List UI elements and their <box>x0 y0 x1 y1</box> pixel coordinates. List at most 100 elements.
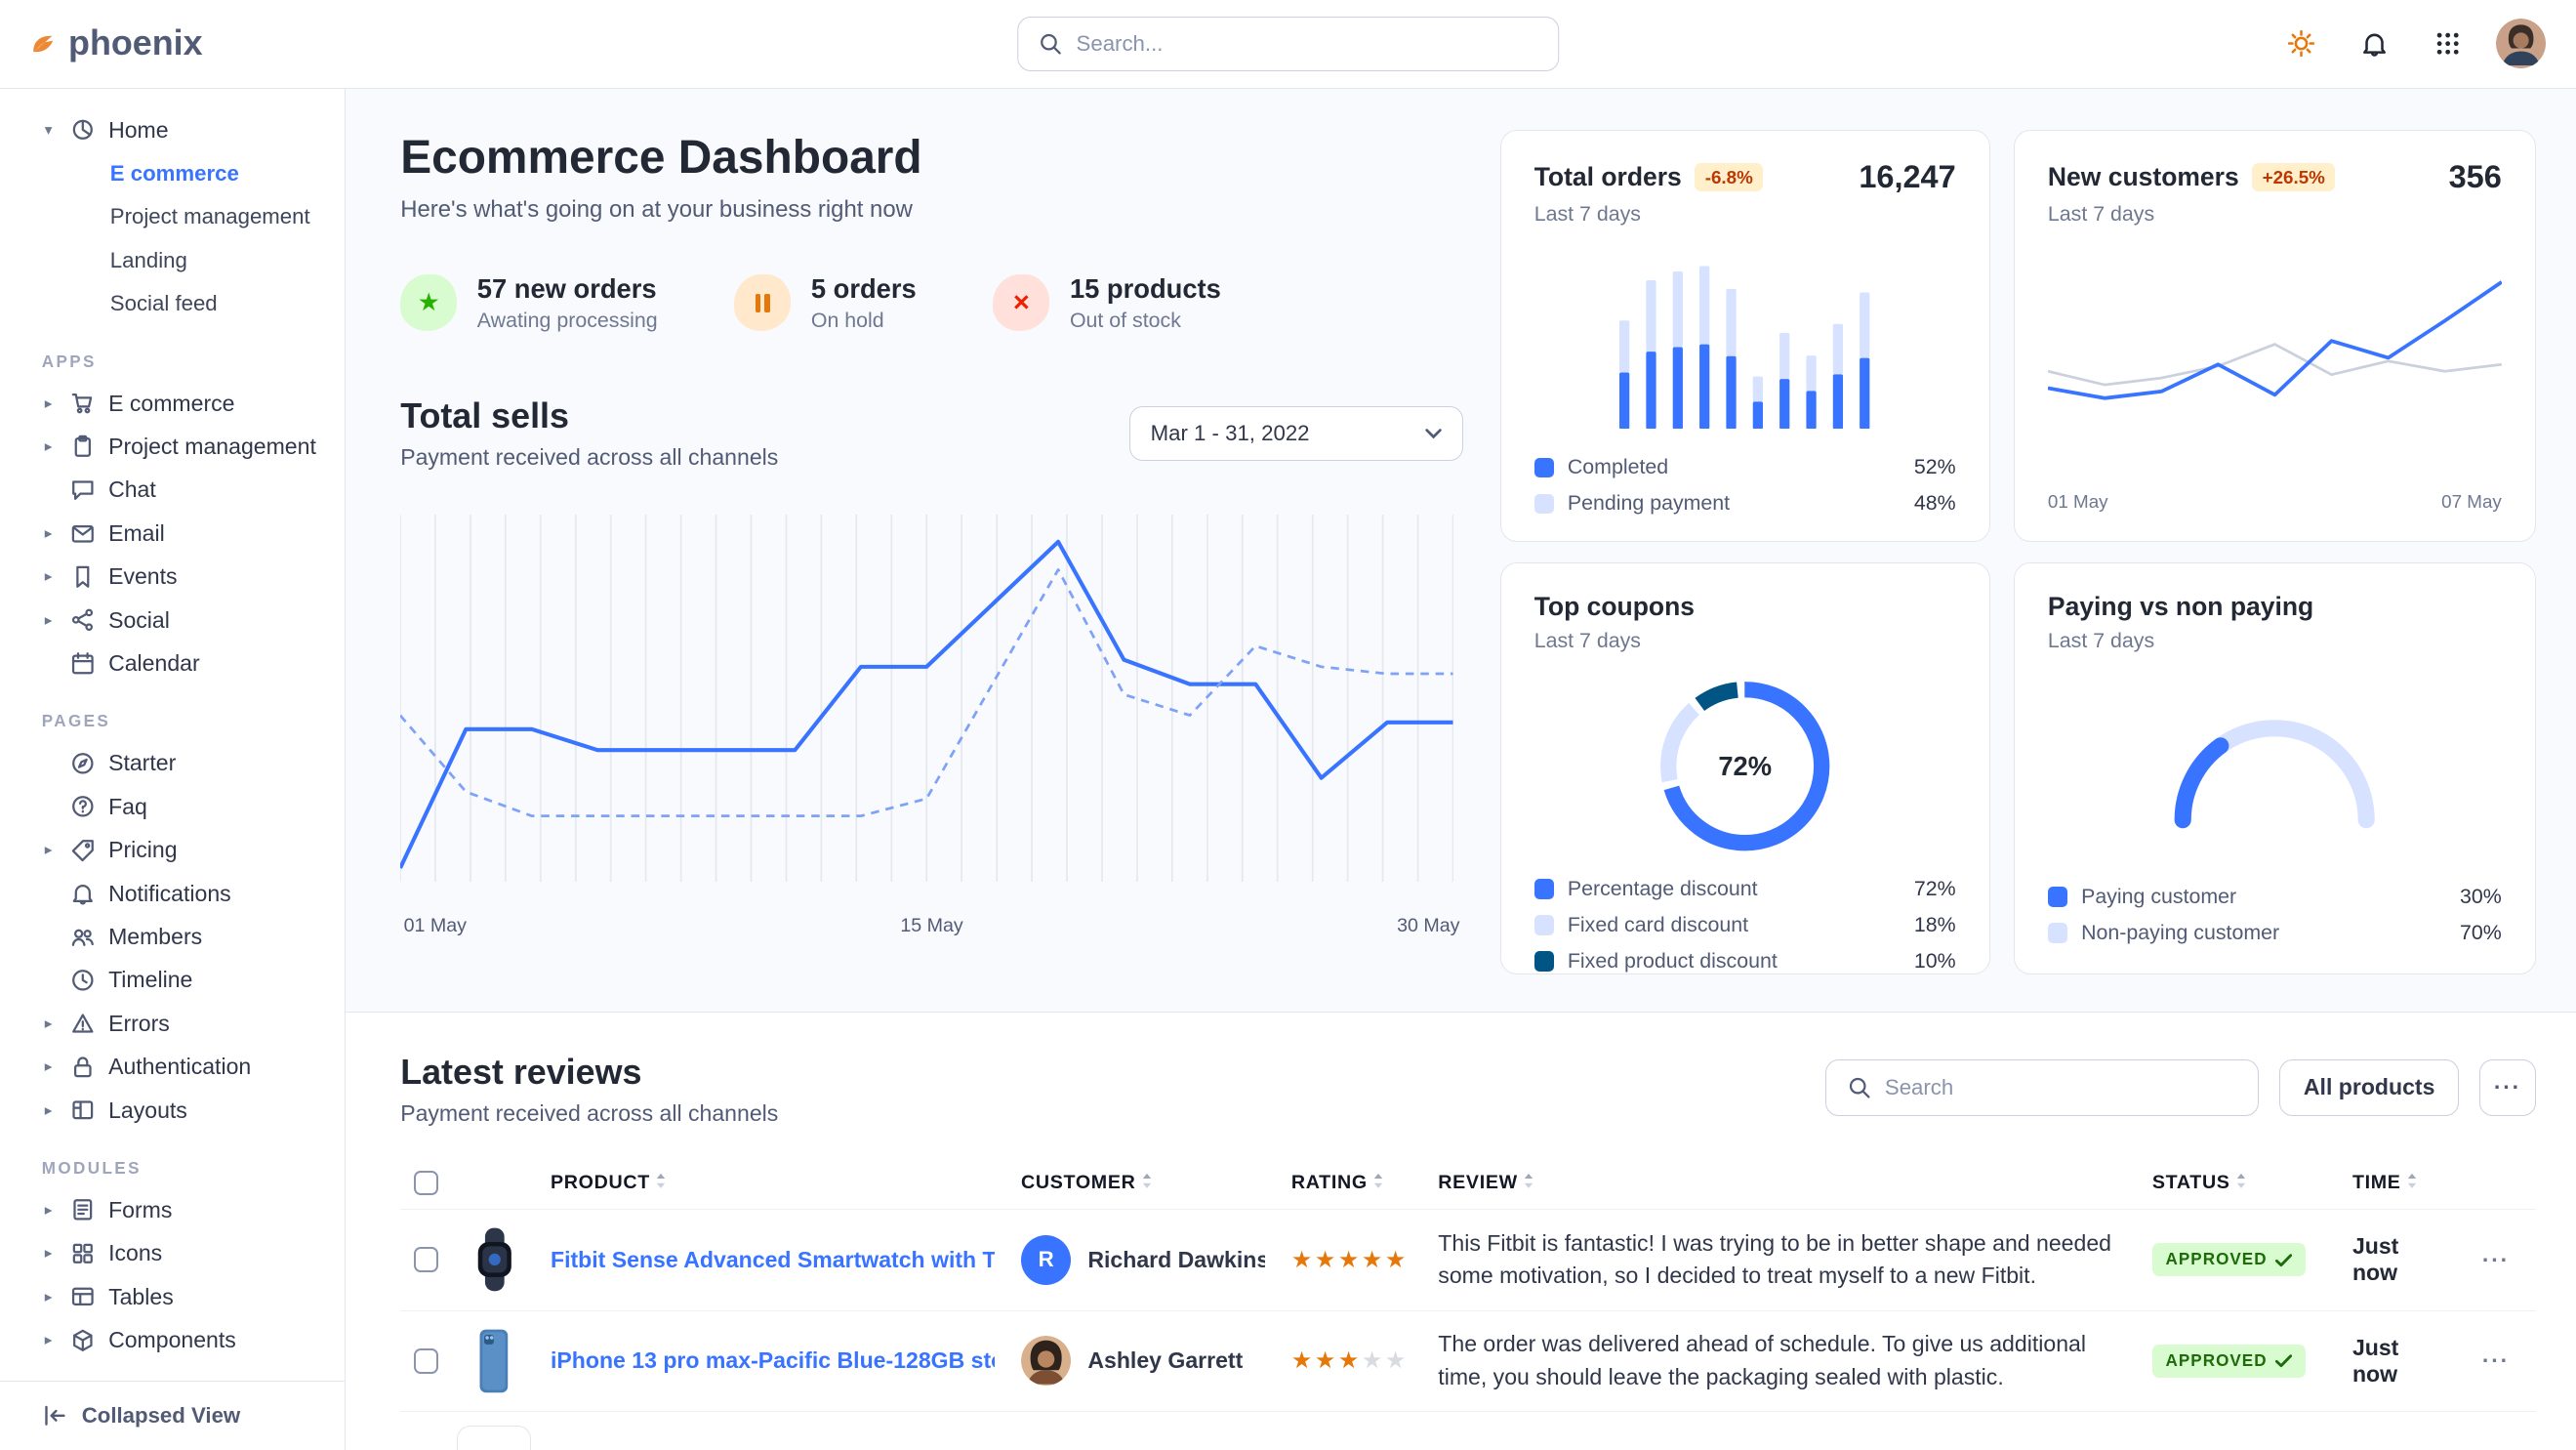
legend-value: 18% <box>1913 912 1956 936</box>
sidebar-item-email[interactable]: ▸ Email <box>0 512 345 555</box>
sidebar-item-home[interactable]: ▾ Home <box>0 108 345 151</box>
legend-item: Completed 52% <box>1533 455 1956 479</box>
sidebar-item-events[interactable]: ▸ Events <box>0 556 345 599</box>
coupons-donut-chart: 72% <box>1652 673 1838 859</box>
reviews-more-button[interactable]: ··· <box>2478 1058 2536 1116</box>
date-range-value: Mar 1 - 31, 2022 <box>1150 421 1310 446</box>
stat-new-orders: ★ 57 new orders Awating processing <box>400 273 658 332</box>
cube-icon <box>70 1328 96 1353</box>
caret-right-icon: ▸ <box>44 568 53 586</box>
column-header-product[interactable]: PRODUCT <box>537 1157 1007 1209</box>
product-link[interactable]: iPhone 13 pro max-Pacific Blue-128GB sto… <box>551 1347 995 1374</box>
sidebar-item-notifications[interactable]: Notifications <box>0 872 345 915</box>
sidebar-item-timeline[interactable]: Timeline <box>0 959 345 1002</box>
sidebar-item-pricing[interactable]: ▸ Pricing <box>0 828 345 871</box>
sidebar-item-label: Tables <box>108 1283 174 1309</box>
sidebar-item-faq[interactable]: Faq <box>0 785 345 828</box>
dashboard-section: Ecommerce Dashboard Here's what's going … <box>346 89 2576 1012</box>
sidebar-item-starter[interactable]: Starter <box>0 742 345 785</box>
sidebar-item-ecommerce-app[interactable]: ▸ E commerce <box>0 382 345 425</box>
caret-right-icon: ▸ <box>44 1288 53 1305</box>
sidebar-item-label: Social <box>108 606 170 633</box>
row-checkbox[interactable] <box>413 1348 439 1374</box>
orders-bar-chart <box>1619 254 1870 435</box>
x-icon: × <box>993 274 1050 332</box>
table-header-row: PRODUCT CUSTOMER RATING REVIEW STATUS TI… <box>400 1157 2536 1209</box>
stat-caption: On hold <box>810 308 884 332</box>
sort-icon <box>1142 1173 1151 1188</box>
sidebar-item-social-feed[interactable]: Social feed <box>0 282 345 325</box>
column-header-status[interactable]: STATUS <box>2139 1157 2339 1209</box>
sidebar-item-forms[interactable]: ▸ Forms <box>0 1188 345 1231</box>
caret-right-icon: ▸ <box>44 438 53 456</box>
sidebar-item-project-management-app[interactable]: ▸ Project management <box>0 425 345 468</box>
select-all-checkbox[interactable] <box>413 1170 439 1196</box>
sidebar-item-layouts[interactable]: ▸ Layouts <box>0 1089 345 1132</box>
column-header-review[interactable]: REVIEW <box>1425 1157 2140 1209</box>
sidebar-item-tables[interactable]: ▸ Tables <box>0 1275 345 1318</box>
x-axis-label: 01 May <box>403 914 468 936</box>
collapse-sidebar-button[interactable]: Collapsed View <box>0 1380 345 1450</box>
sort-icon <box>656 1173 666 1188</box>
sidebar-item-components[interactable]: ▸ Components <box>0 1318 345 1361</box>
sidebar-item-label: Pricing <box>108 837 178 863</box>
all-products-filter-button[interactable]: All products <box>2278 1058 2460 1116</box>
sidebar-item-label: Project management <box>109 204 310 229</box>
grid-icon <box>70 1241 96 1266</box>
sidebar-item-members[interactable]: Members <box>0 915 345 958</box>
sort-icon <box>1524 1173 1533 1188</box>
sidebar-item-label: Faq <box>108 793 147 819</box>
legend-swatch <box>1533 493 1555 515</box>
reviews-search[interactable] <box>1825 1058 2260 1116</box>
column-header-actions <box>2456 1157 2536 1209</box>
global-search[interactable] <box>1016 16 1560 71</box>
sidebar-item-errors[interactable]: ▸ Errors <box>0 1002 345 1045</box>
sidebar-item-label: Members <box>108 923 203 949</box>
column-header-time[interactable]: TIME <box>2339 1157 2456 1209</box>
user-avatar[interactable] <box>2495 19 2547 69</box>
sidebar-item-authentication[interactable]: ▸ Authentication <box>0 1046 345 1089</box>
latest-reviews-section: Latest reviews Payment received across a… <box>345 1011 2576 1450</box>
caret-right-icon: ▸ <box>44 394 53 412</box>
sidebar-item-icons[interactable]: ▸ Icons <box>0 1231 345 1274</box>
status-badge: APPROVED <box>2151 1243 2306 1277</box>
sidebar-item-label: Email <box>108 519 165 546</box>
theme-toggle-button[interactable] <box>2275 19 2325 68</box>
sidebar-item-calendar[interactable]: Calendar <box>0 642 345 684</box>
date-range-select[interactable]: Mar 1 - 31, 2022 <box>1129 405 1463 462</box>
search-input[interactable] <box>1076 30 1538 57</box>
notifications-bell-button[interactable] <box>2350 19 2399 68</box>
row-menu-button[interactable]: ··· <box>2455 1209 2536 1311</box>
sidebar-section-pages: PAGES <box>41 712 111 731</box>
customer-name: Richard Dawkins <box>1087 1246 1265 1272</box>
column-header-rating[interactable]: RATING <box>1278 1157 1424 1209</box>
apps-grid-button[interactable] <box>2423 19 2473 68</box>
sidebar-item-social[interactable]: ▸ Social <box>0 599 345 642</box>
chevron-down-icon <box>1425 429 1443 439</box>
sidebar-item-chat[interactable]: Chat <box>0 469 345 512</box>
sidebar-item-label: Forms <box>108 1196 173 1222</box>
brand-logo[interactable]: phoenix <box>30 23 203 63</box>
form-icon <box>70 1197 96 1222</box>
legend-item: Paying customer 30% <box>2047 885 2502 909</box>
legend-label: Completed <box>1567 455 1669 479</box>
row-checkbox[interactable] <box>413 1247 439 1273</box>
users-icon <box>70 925 96 950</box>
column-header-customer[interactable]: CUSTOMER <box>1007 1157 1278 1209</box>
row-menu-button[interactable]: ··· <box>2455 1309 2536 1412</box>
sidebar-item-landing[interactable]: Landing <box>0 238 345 281</box>
clock-icon <box>70 968 96 993</box>
sidebar-item-project-management[interactable]: Project management <box>0 195 345 238</box>
status-badge: APPROVED <box>2151 1344 2306 1378</box>
sidebar-item-label: Calendar <box>108 650 200 677</box>
reviews-search-input[interactable] <box>1884 1074 2238 1100</box>
chat-icon <box>70 477 96 503</box>
sidebar-item-label: Errors <box>108 1010 170 1036</box>
sidebar-item-ecommerce[interactable]: E commerce <box>0 152 345 195</box>
envelope-icon <box>70 521 96 547</box>
caret-right-icon: ▸ <box>44 1015 53 1032</box>
product-link[interactable]: Fitbit Sense Advanced Smartwatch with To… <box>551 1246 995 1272</box>
sidebar-item-label: Notifications <box>108 880 231 906</box>
total-orders-card: Total orders -6.8% 16,247 Last 7 days Co… <box>1499 130 1990 543</box>
layout-icon <box>70 1098 96 1123</box>
